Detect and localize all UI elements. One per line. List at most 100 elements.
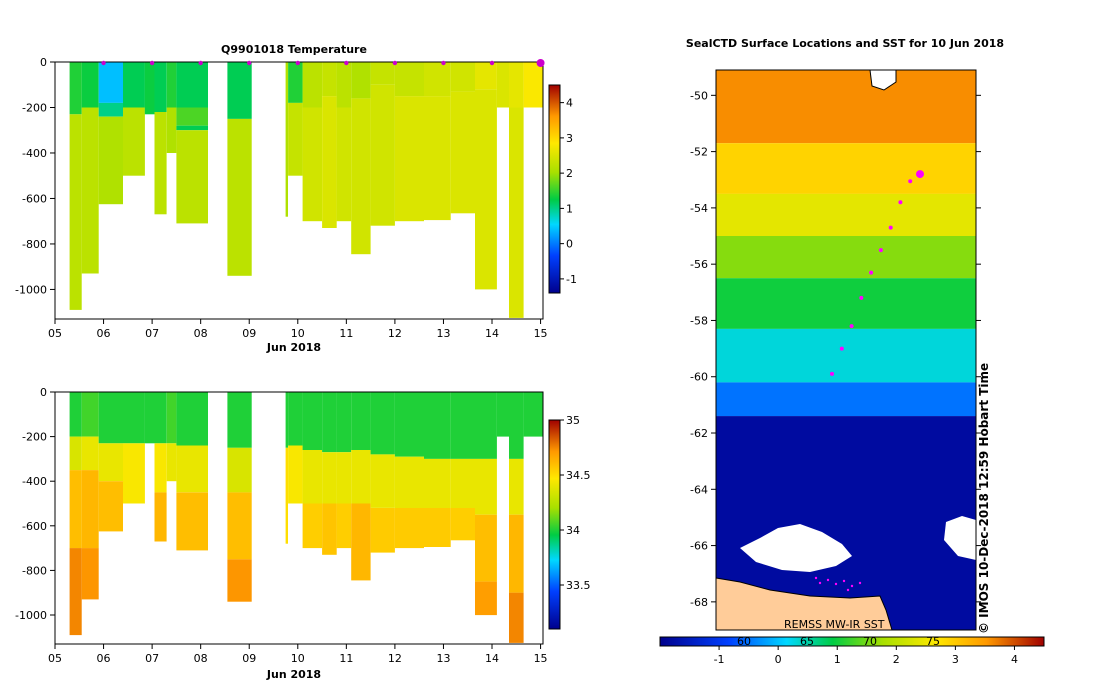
sst-secondary-tick-label: 70 <box>863 635 877 648</box>
section-cell <box>81 470 99 549</box>
section-cell <box>450 91 475 214</box>
section-cell <box>98 102 123 117</box>
track-point <box>859 295 864 300</box>
section-cell <box>69 436 82 471</box>
section-cell <box>351 392 371 450</box>
section-cell <box>450 508 475 541</box>
profile-marker <box>295 60 300 66</box>
profile-marker <box>149 60 155 66</box>
section-cell <box>81 436 99 471</box>
temperature-x-axis: 05 06 07 08 09 10 11 12 13 14 15 <box>48 319 548 340</box>
section-cell <box>227 62 252 119</box>
section-cell <box>166 62 177 108</box>
x-tick-label: 12 <box>388 652 402 665</box>
temperature-title: Q9901018 Temperature <box>221 43 367 56</box>
y-tick-label: -800 <box>22 238 47 251</box>
current-position-marker <box>916 170 924 179</box>
y-tick-label: 0 <box>40 386 47 399</box>
x-tick-label: 12 <box>388 327 402 340</box>
section-cell <box>523 62 543 108</box>
section-cell <box>154 443 167 493</box>
section-cell <box>166 443 177 482</box>
sst-colorbar <box>659 636 1045 647</box>
sst-colorbar-tick-label: 3 <box>952 653 959 666</box>
section-cell <box>69 470 82 549</box>
sst-colorbar-tick-label: -1 <box>714 653 725 666</box>
imos-credit: © IMOS 10-Dec-2018 12:59 Hobart Time <box>977 363 991 634</box>
salinity-x-label: Jun 2018 <box>266 668 321 681</box>
section-cell <box>98 392 123 444</box>
x-tick-label: 07 <box>145 327 159 340</box>
section-cell <box>288 62 303 103</box>
sst-colorbar-tick-label: 4 <box>1011 653 1018 666</box>
section-cell <box>336 452 352 504</box>
island-top <box>869 70 897 91</box>
section-cell <box>496 62 509 108</box>
section-cell <box>285 447 288 544</box>
section-cell <box>288 392 303 446</box>
sst-secondary-tick-label: 60 <box>737 635 751 648</box>
latitude-tick-label: -50 <box>690 89 708 102</box>
section-cell <box>475 458 497 515</box>
sst-band <box>716 193 976 236</box>
x-tick-label: 10 <box>291 652 305 665</box>
x-tick-label: 11 <box>339 327 353 340</box>
section-cell <box>288 102 303 176</box>
section-cell <box>424 508 451 547</box>
y-tick-label: -200 <box>22 101 47 114</box>
section-cell <box>154 62 167 112</box>
profile-marker <box>101 60 106 66</box>
temperature-sections <box>69 62 543 318</box>
section-cell <box>509 62 524 108</box>
latitude-tick-label: -58 <box>690 314 708 327</box>
section-cell <box>450 392 475 459</box>
section-cell <box>496 392 509 437</box>
profile-marker <box>536 59 545 67</box>
profile-marker <box>344 60 349 66</box>
sst-band <box>716 70 976 144</box>
y-tick-label: -400 <box>22 147 47 160</box>
section-cell <box>69 114 82 310</box>
x-tick-label: 06 <box>97 327 111 340</box>
section-cell <box>475 62 497 90</box>
colorbar-tick-label: 0 <box>566 238 573 251</box>
antarctic-land <box>716 577 893 630</box>
section-cell <box>351 503 371 581</box>
section-cell <box>394 508 424 549</box>
section-cell <box>166 107 177 153</box>
track-point <box>908 179 913 184</box>
section-cell <box>336 62 352 108</box>
section-cell <box>475 581 497 616</box>
section-cell <box>288 445 303 504</box>
sst-band <box>716 278 976 329</box>
sst-secondary-tick-label: 75 <box>926 635 940 648</box>
section-cell <box>336 503 352 549</box>
salinity-plot-frame <box>54 391 544 645</box>
section-cell <box>336 392 352 453</box>
track-point <box>830 371 834 376</box>
colorbar-tick-label: 2 <box>566 167 573 180</box>
latitude-tick-label: -52 <box>690 146 708 159</box>
colorbar-tick-label: 34.5 <box>566 469 591 482</box>
section-cell <box>98 443 123 482</box>
x-tick-label: 06 <box>97 652 111 665</box>
sea-ice-east <box>944 516 976 560</box>
latitude-tick-label: -66 <box>690 540 708 553</box>
section-cell <box>154 492 167 542</box>
x-tick-label: 11 <box>339 652 353 665</box>
x-tick-label: 15 <box>534 652 548 665</box>
section-cell <box>394 62 424 97</box>
section-cell <box>285 62 288 217</box>
section-cell <box>123 392 145 444</box>
colorbar-tick-label: 4 <box>566 97 573 110</box>
section-cell <box>351 450 371 504</box>
section-cell <box>176 125 208 131</box>
temperature-x-label: Jun 2018 <box>266 341 321 354</box>
section-cell <box>351 98 371 255</box>
temperature-profile-markers <box>101 59 545 67</box>
section-cell <box>81 62 99 108</box>
seal-track <box>830 170 924 376</box>
temperature-colorbar-ticks: 4 3 2 1 0 -1 <box>560 97 577 286</box>
section-cell <box>176 130 208 224</box>
